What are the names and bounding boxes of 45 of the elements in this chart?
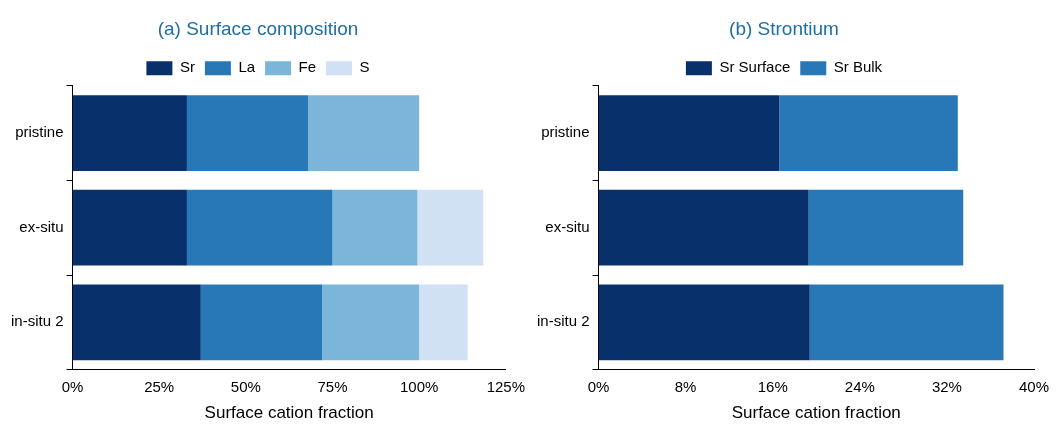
y-tick-label: in-situ 2: [536, 312, 590, 330]
legend-label: Sr: [179, 58, 195, 76]
bar: [332, 189, 418, 266]
x-tick-label: 50%: [230, 377, 261, 395]
bar: [598, 95, 780, 171]
chart-title: (b) Strontium: [729, 17, 839, 39]
bar: [72, 189, 187, 266]
legend-label: Sr Surface: [719, 58, 791, 76]
bar: [419, 284, 468, 361]
y-tick-label: ex-situ: [545, 217, 590, 235]
bar: [322, 284, 420, 361]
y-tick-label: pristine: [541, 123, 590, 141]
legend-label: Sr Bulk: [833, 58, 883, 76]
bar: [779, 95, 958, 171]
chart-title: (a) Surface composition: [157, 17, 359, 39]
x-axis-title: Surface cation fraction: [204, 403, 374, 423]
bar: [598, 284, 810, 361]
x-tick-label: 0%: [61, 377, 84, 395]
y-tick-label: pristine: [15, 123, 64, 141]
bar: [417, 189, 484, 266]
x-tick-label: 25%: [144, 377, 175, 395]
x-tick-label: 8%: [674, 377, 697, 395]
bar: [808, 189, 964, 266]
bar: [809, 284, 1004, 361]
x-tick-label: 24%: [844, 377, 875, 395]
bar: [72, 95, 187, 171]
legend-label: Fe: [298, 58, 317, 76]
y-tick-label: ex-situ: [19, 217, 64, 235]
y-tick-label: in-situ 2: [10, 312, 64, 330]
x-tick-label: 100%: [399, 377, 439, 395]
x-tick-label: 16%: [757, 377, 788, 395]
x-tick-label: 125%: [486, 377, 526, 395]
x-axis-title: Surface cation fraction: [731, 403, 901, 423]
bar: [308, 95, 420, 171]
x-tick-label: 32%: [931, 377, 962, 395]
x-tick-label: 40%: [1018, 377, 1050, 395]
legend-label: La: [238, 58, 256, 76]
x-tick-label: 0%: [587, 377, 610, 395]
bar: [186, 95, 309, 171]
bar: [200, 284, 323, 361]
x-tick-label: 75%: [317, 377, 348, 395]
bar: [598, 189, 809, 266]
bar: [72, 284, 201, 361]
bar: [186, 189, 333, 266]
legend-label: S: [359, 58, 370, 76]
